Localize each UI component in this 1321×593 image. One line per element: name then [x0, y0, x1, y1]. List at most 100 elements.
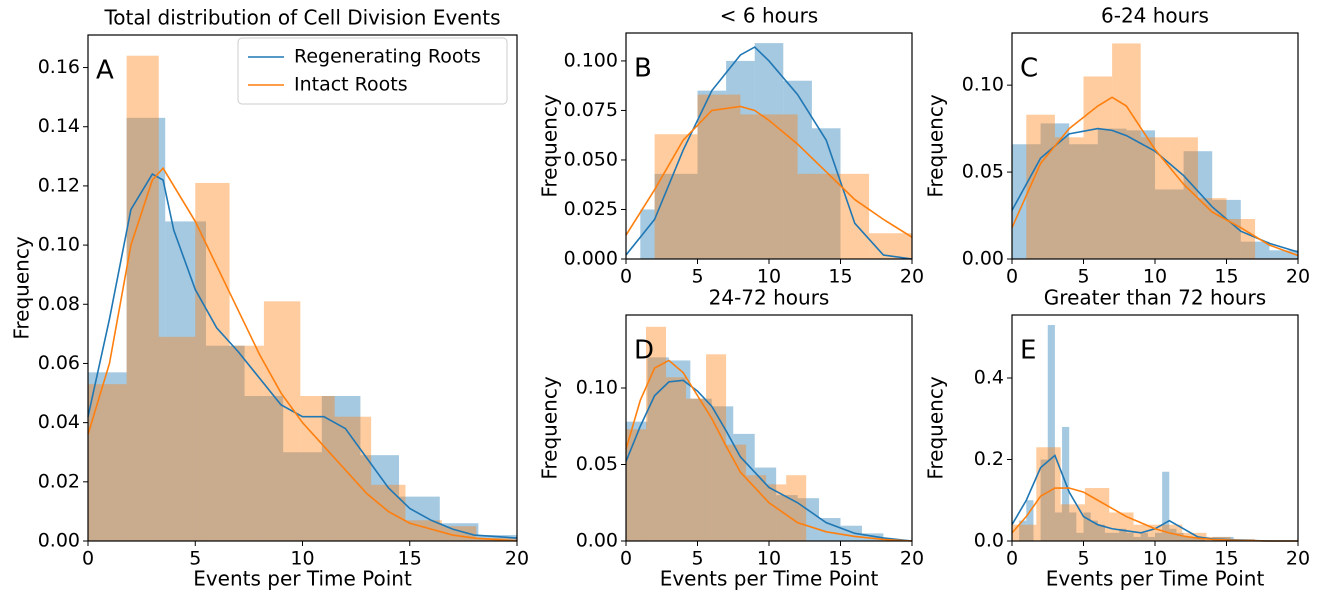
- x-tick-label: 10: [757, 548, 781, 570]
- histogram-bar: [1040, 459, 1048, 541]
- kde-line: [1011, 127, 1299, 253]
- x-tick-label: 10: [757, 266, 781, 288]
- histogram-bar: [1162, 471, 1170, 541]
- histogram-bar: [1155, 189, 1184, 259]
- x-tick-label: 15: [828, 548, 852, 570]
- x-tick-label: 20: [1286, 266, 1310, 288]
- y-axis-label: Frequency: [924, 376, 948, 479]
- y-tick-label: 0.4: [974, 366, 1004, 388]
- histogram-bar: [1197, 198, 1227, 259]
- histogram-bar: [158, 336, 196, 541]
- y-tick-label: 0.14: [38, 115, 80, 137]
- y-tick-label: 0.00: [38, 530, 80, 552]
- histogram-bar: [1190, 536, 1198, 541]
- y-axis-label: Frequency: [538, 376, 562, 479]
- histogram-bar: [740, 114, 798, 260]
- histogram-bar: [1183, 151, 1213, 259]
- histogram-bar: [668, 360, 691, 541]
- panel: 0 5 10 15 20 0.00 0.05 0.10 6-24 hours C Frequency: [924, 4, 1311, 288]
- x-tick-label: 0: [1006, 266, 1018, 288]
- panel-letter: B: [634, 54, 652, 84]
- x-tick-label: 20: [1286, 548, 1310, 570]
- histogram-bar: [626, 429, 647, 541]
- y-tick-label: 0.075: [564, 99, 618, 121]
- histogram-bar: [195, 182, 230, 541]
- x-tick-label: 5: [1077, 266, 1089, 288]
- panel: 0 5 10 15 20 0.00 0.05 0.10 24-72 hours D Events p…: [538, 286, 925, 591]
- histogram-bar: [1112, 43, 1141, 259]
- x-tick-label: 0: [620, 266, 632, 288]
- x-tick-label: 5: [691, 548, 703, 570]
- y-tick-label: 0.025: [564, 198, 618, 220]
- y-tick-label: 0.050: [564, 148, 618, 170]
- y-tick-label: 0.16: [38, 56, 80, 78]
- histogram-bar: [360, 455, 400, 541]
- histogram-bar: [1054, 512, 1063, 541]
- x-tick-label: 15: [1214, 548, 1238, 570]
- histogram-bar: [726, 60, 755, 260]
- histogram-bar: [646, 326, 667, 541]
- y-tick-label: 0.02: [38, 470, 80, 492]
- histogram-bar: [263, 301, 301, 541]
- x-axis-label: Events per Time Point: [1046, 567, 1265, 591]
- y-tick-label: 0.00: [962, 248, 1004, 270]
- histogram-bar: [1269, 250, 1298, 259]
- x-tick-label: 0: [1006, 548, 1018, 570]
- histogram-bar: [861, 533, 884, 541]
- histogram-bar: [666, 377, 687, 541]
- kde-line: [625, 105, 913, 238]
- y-tick-label: 0.2: [974, 448, 1004, 470]
- histogram-bar: [88, 372, 127, 541]
- histogram-bar: [706, 354, 727, 541]
- histogram-bar: [811, 128, 841, 259]
- histogram-bar: [244, 396, 284, 541]
- histogram-bar: [300, 396, 335, 541]
- histogram-bar: [126, 55, 159, 542]
- histogram-bar: [626, 421, 648, 541]
- y-tick-label: 0.10: [962, 74, 1004, 96]
- histogram-bar: [1026, 500, 1034, 541]
- legend-box: [237, 37, 508, 105]
- histogram-bar: [321, 396, 361, 541]
- histogram-bar: [229, 345, 264, 541]
- histogram-bar: [1047, 325, 1055, 541]
- legend: Regenerating Roots Intact Roots: [237, 37, 508, 105]
- x-tick-label: 10: [1143, 266, 1167, 288]
- panel: 0 5 10 15 20 0.0 0.2 0.4 Greater than 72 hours E E…: [924, 286, 1311, 591]
- y-tick-label: 0.04: [38, 411, 80, 433]
- histogram-bar: [1026, 114, 1055, 259]
- y-tick-label: 0.06: [38, 352, 80, 374]
- histogram-bar: [697, 94, 741, 260]
- histogram-bar: [754, 467, 777, 541]
- x-axis-label: Events per Time Point: [193, 567, 412, 591]
- x-tick-label: 15: [828, 266, 852, 288]
- kde-line: [87, 166, 518, 542]
- y-axis-label: Frequency: [10, 236, 34, 339]
- y-tick-label: 0.12: [38, 174, 80, 196]
- histogram-bar: [819, 518, 841, 541]
- histogram-bar: [88, 384, 127, 541]
- kde-line: [625, 46, 913, 260]
- panel-letter: E: [1020, 336, 1036, 366]
- histogram-bar: [640, 209, 655, 259]
- histogram-bar: [1126, 532, 1134, 541]
- histogram-bar: [1133, 536, 1141, 541]
- x-tick-label: 5: [691, 266, 703, 288]
- histogram-bar: [754, 43, 784, 259]
- histogram-bar: [1036, 447, 1061, 541]
- kde-line: [625, 379, 913, 542]
- panel-letter: C: [1020, 54, 1038, 84]
- histogram-bar: [690, 398, 712, 541]
- histogram-bar: [1060, 504, 1085, 541]
- histogram-bar: [1083, 76, 1113, 259]
- y-tick-label: 0.00: [576, 530, 618, 552]
- histogram-bar: [686, 398, 707, 541]
- histogram-bar: [654, 173, 698, 259]
- panel-title: < 6 hours: [720, 4, 818, 28]
- kde-line: [1011, 487, 1298, 542]
- histogram-bar: [1090, 520, 1098, 541]
- histogram-bar: [797, 173, 870, 259]
- y-tick-label: 0.100: [564, 49, 618, 71]
- x-tick-label: 0: [82, 548, 94, 570]
- histogram-bar: [1140, 137, 1170, 259]
